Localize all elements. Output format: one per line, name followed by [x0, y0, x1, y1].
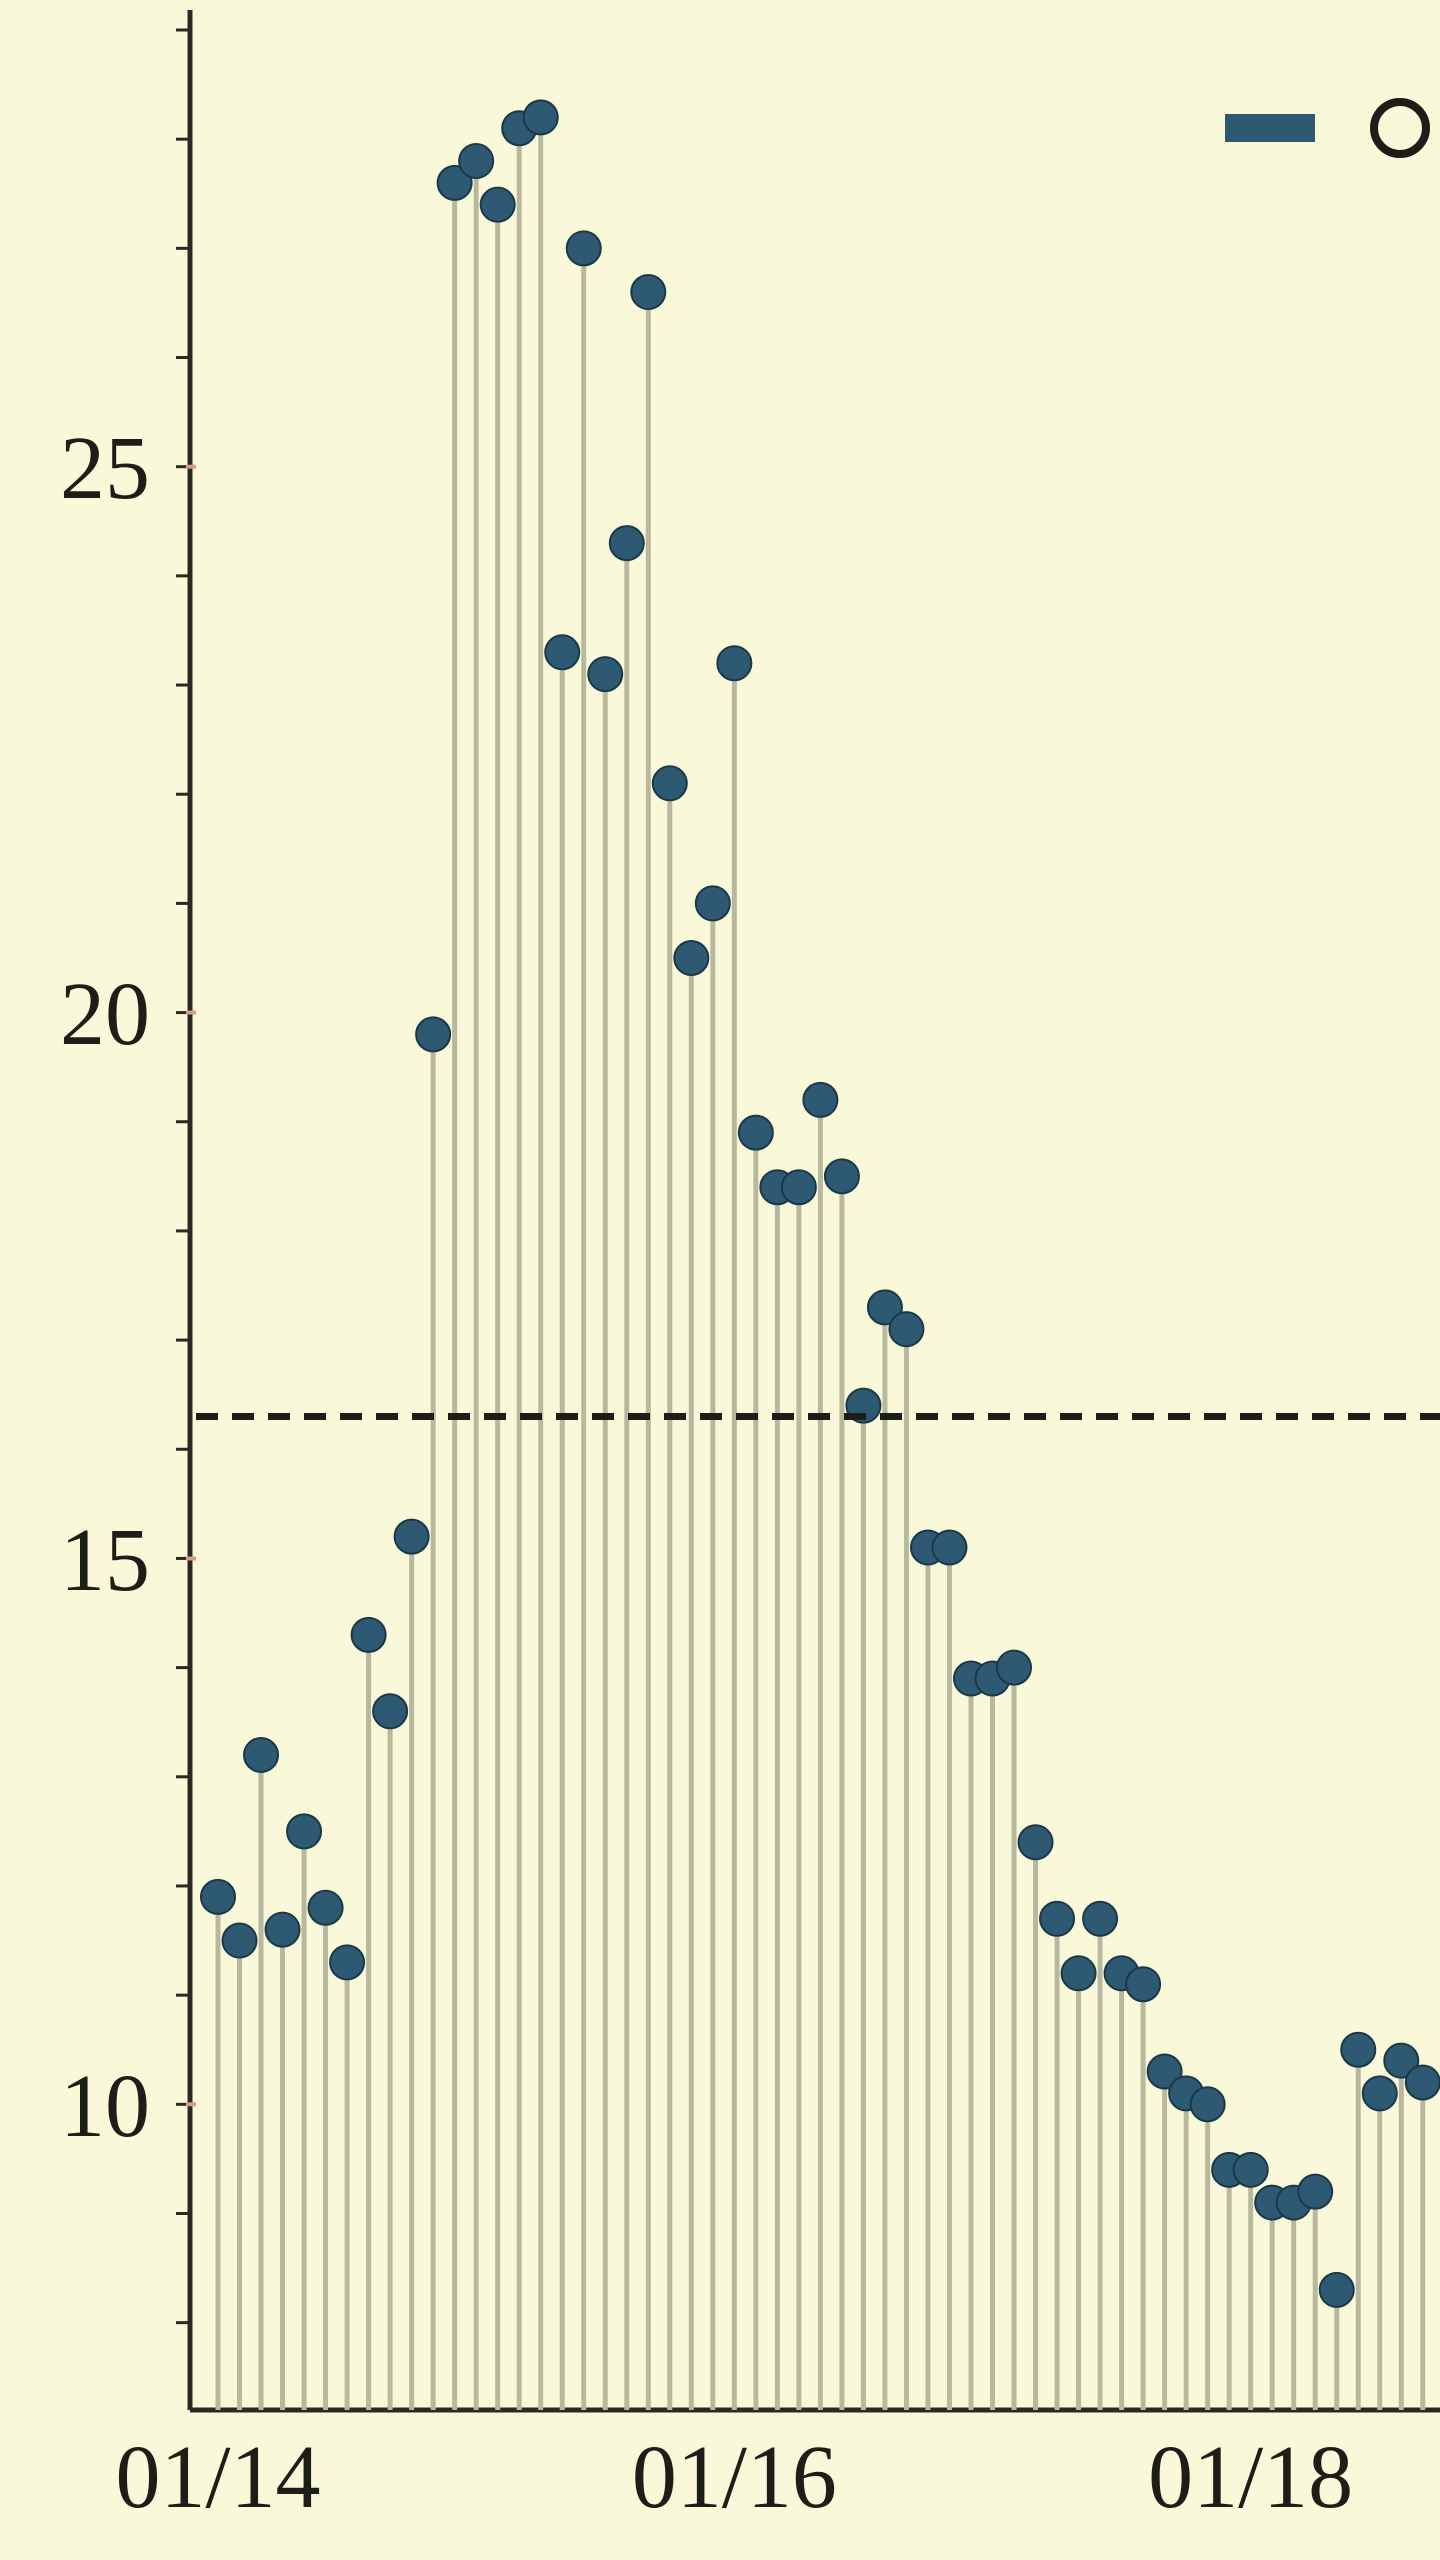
x-tick-label: 01/18 — [1148, 2428, 1353, 2527]
x-tick-label: 01/16 — [632, 2428, 837, 2527]
x-tick-label: 01/14 — [115, 2428, 320, 2527]
y-tick-label: 10 — [60, 2057, 150, 2156]
legend-swatch — [1225, 114, 1315, 142]
legend-marker-outline — [1374, 102, 1426, 154]
y-tick-label: 25 — [60, 419, 150, 518]
chart-svg: 10 15 20 25 01/14 01/16 01/18 — [0, 0, 1440, 2560]
y-tick-label: 20 — [60, 965, 150, 1064]
stem-chart: 10 15 20 25 01/14 01/16 01/18 — [0, 0, 1440, 2560]
y-tick-label: 15 — [60, 1511, 150, 1610]
